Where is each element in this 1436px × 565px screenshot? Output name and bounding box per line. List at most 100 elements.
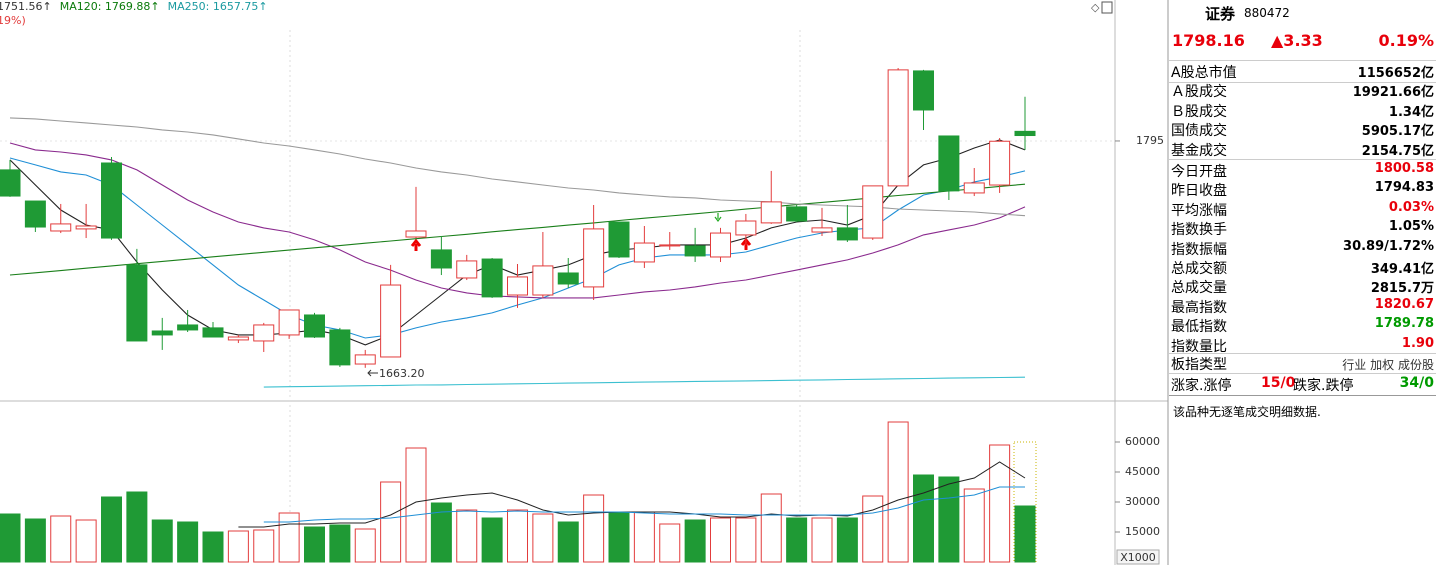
board-label: 板指类型 (1171, 357, 1227, 373)
separator (1169, 60, 1436, 61)
row-label: 指数量比 (1171, 338, 1227, 355)
candle-body (836, 227, 858, 241)
candle-body (405, 230, 427, 238)
candle-body (583, 228, 605, 288)
candle-body (608, 221, 630, 258)
separator (1169, 373, 1436, 374)
candle-body (456, 260, 478, 279)
row-value: 1794.83 (1374, 180, 1434, 196)
candle-body (380, 284, 402, 358)
row-label: 指数振幅 (1171, 241, 1227, 258)
volume-bar (430, 502, 452, 563)
quote-code: 880472 (1244, 6, 1290, 20)
y-tick-label: 60000 (1125, 435, 1160, 448)
note: 该品种无逐笔成交明细数据. (1173, 405, 1321, 419)
candle-body (633, 242, 655, 263)
icon-diamond[interactable]: ◇ (1091, 1, 1100, 14)
volume-bar (786, 517, 808, 563)
candle-body (963, 182, 985, 194)
row-value: 19921.66亿 (1352, 85, 1434, 101)
candle-body (430, 249, 452, 269)
row-label: 指数换手 (1171, 222, 1227, 239)
candle-body (684, 245, 706, 257)
row-label: 昨日收盘 (1171, 183, 1227, 200)
volume-bar (659, 523, 681, 563)
volume-bar (329, 524, 351, 563)
candle-body (1014, 130, 1036, 137)
volume-bar (735, 517, 757, 563)
volume-bar (75, 519, 97, 563)
board-options: 行业 加权 成份股 (1342, 356, 1434, 373)
volume-bar (227, 530, 249, 563)
row-label: Ｂ股成交 (1171, 103, 1227, 120)
candle-body (760, 201, 782, 224)
volume-bar (456, 509, 478, 563)
candle-body (177, 324, 199, 331)
candle-body (786, 206, 808, 222)
candle-body (75, 225, 97, 230)
low-arrow (367, 369, 378, 377)
row-value: 1820.67 (1374, 296, 1434, 312)
candle-body (938, 135, 960, 192)
unit-label: X1000 (1120, 551, 1156, 564)
ma-legend: MA120: 1769.88↑ (60, 0, 160, 13)
candle-body (0, 169, 21, 197)
volume-bar (101, 496, 122, 563)
quote-panel: 证券 880472 1798.16 ▲3.33 0.19% A股总市值 11566… (1169, 0, 1436, 565)
volume-bar (532, 513, 554, 563)
y-tick-label: 45000 (1125, 465, 1160, 478)
low-label: 1663.20 (379, 367, 425, 380)
volume-bar (126, 491, 148, 563)
row-label: 总成交额 (1171, 261, 1227, 277)
board-option[interactable]: 行业 (1342, 358, 1367, 372)
volume-bar (989, 444, 1011, 563)
volume-bar (253, 529, 275, 563)
volume-bar (354, 528, 376, 563)
y-tick-label: 1795 (1136, 134, 1164, 147)
signal-up (410, 238, 422, 251)
candle-body (227, 336, 249, 341)
row-value: 349.41亿 (1370, 262, 1434, 277)
row-label: 国债成交 (1171, 123, 1227, 140)
volume-bar (0, 513, 21, 563)
candle-body (557, 272, 579, 285)
row-value: 1.34亿 (1388, 104, 1434, 120)
separator (1169, 395, 1436, 396)
unit-box (1116, 549, 1160, 565)
board-option[interactable]: 加权 (1370, 358, 1395, 372)
volume-bar (862, 495, 884, 563)
candle-body (659, 244, 681, 247)
ma-legend: 1751.56↑ (0, 0, 52, 13)
quote-change: ▲3.33 (1271, 31, 1323, 50)
candle-body (913, 70, 934, 111)
row-value: 1789.78 (1374, 316, 1434, 332)
candle-body (126, 264, 148, 342)
board-option[interactable]: 成份股 (1397, 358, 1434, 372)
candle-body (811, 227, 833, 233)
row-value: 30.89/1.72% (1343, 238, 1434, 254)
candle-body (253, 324, 275, 342)
volume-bar (24, 518, 46, 563)
row-value: 1.05% (1388, 219, 1434, 235)
row-value: 2154.75亿 (1361, 143, 1434, 159)
volume-bar (50, 515, 72, 563)
volume-bar (836, 517, 858, 563)
volume-bar (887, 421, 909, 563)
candle-body (989, 140, 1011, 186)
volume-bar (177, 521, 199, 563)
volume-bar (202, 531, 224, 563)
row-label: 总成交量 (1171, 280, 1227, 297)
volume-bar (1014, 505, 1036, 563)
icon-window[interactable] (1101, 1, 1113, 14)
breadth-down-label: 跌家.跌停 (1293, 378, 1354, 394)
row-label: 基金成交 (1171, 142, 1227, 159)
candle-body (887, 69, 909, 187)
quote-name: 证券 (1205, 5, 1236, 23)
volume-bar (583, 494, 605, 563)
ma-line (9, 117, 1026, 217)
candle-body (50, 223, 72, 232)
volume-bar (557, 521, 579, 563)
separator (1169, 81, 1436, 83)
volume-bar (963, 488, 985, 563)
